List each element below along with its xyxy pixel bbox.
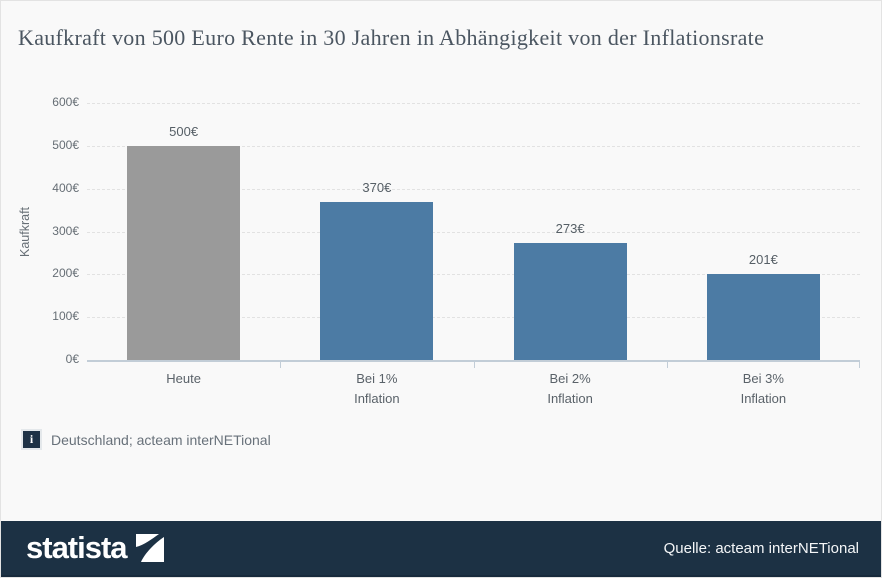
gridline bbox=[87, 274, 860, 276]
statista-logo-text: statista bbox=[26, 530, 128, 565]
x-axis-tick bbox=[280, 360, 281, 368]
y-axis-tick-label: 300€ bbox=[52, 223, 79, 238]
bar-value-label: 370€ bbox=[362, 180, 392, 195]
bar bbox=[320, 202, 434, 360]
statista-logo: statista bbox=[26, 530, 164, 566]
bar-value-label: 273€ bbox=[555, 221, 585, 236]
gridline bbox=[87, 188, 860, 190]
info-icon: i bbox=[23, 431, 40, 448]
gridline bbox=[87, 317, 860, 319]
bar-value-label: 201€ bbox=[748, 252, 778, 267]
bar-value-label: 500€ bbox=[169, 124, 199, 139]
y-axis-tick-label: 100€ bbox=[52, 309, 79, 324]
bar bbox=[706, 274, 820, 360]
gridline bbox=[87, 231, 860, 233]
y-axis-tick-label: 400€ bbox=[52, 180, 79, 195]
x-axis-category-label: Heute bbox=[166, 371, 201, 386]
y-axis-tick-label: 500€ bbox=[52, 137, 79, 152]
page-title: Kaufkraft von 500 Euro Rente in 30 Jahre… bbox=[18, 25, 765, 50]
bar bbox=[513, 243, 627, 360]
statista-swoosh-icon bbox=[135, 534, 164, 562]
gridline bbox=[87, 103, 860, 104]
x-axis-tick bbox=[667, 360, 668, 368]
y-axis-tick-label: 600€ bbox=[52, 95, 79, 109]
x-axis-tick bbox=[474, 360, 475, 368]
y-axis-tick-label: 0€ bbox=[65, 352, 79, 366]
plot-area: 0€ 100€ 200€ 300€ 400€ 500€ 600€ 500€ Heute 370€ B… bbox=[52, 95, 860, 406]
x-axis-category-label: Bei 1% Inflation bbox=[354, 371, 400, 407]
footnote: i Deutschland; acteam interNETional bbox=[23, 431, 271, 448]
x-axis-category-label: Bei 3% Inflation bbox=[740, 371, 787, 407]
footnote-text: Deutschland; acteam interNETional bbox=[51, 431, 271, 448]
x-axis-category-label: Bei 2% Inflation bbox=[547, 371, 593, 407]
bar bbox=[127, 146, 241, 360]
x-axis-tick bbox=[859, 360, 860, 368]
footer-bar: statista Quelle: acteam interNETional bbox=[1, 521, 881, 577]
y-axis-tick-label: 200€ bbox=[52, 266, 79, 281]
gridline bbox=[87, 145, 860, 147]
source-text: Quelle: acteam interNETional bbox=[663, 539, 859, 557]
